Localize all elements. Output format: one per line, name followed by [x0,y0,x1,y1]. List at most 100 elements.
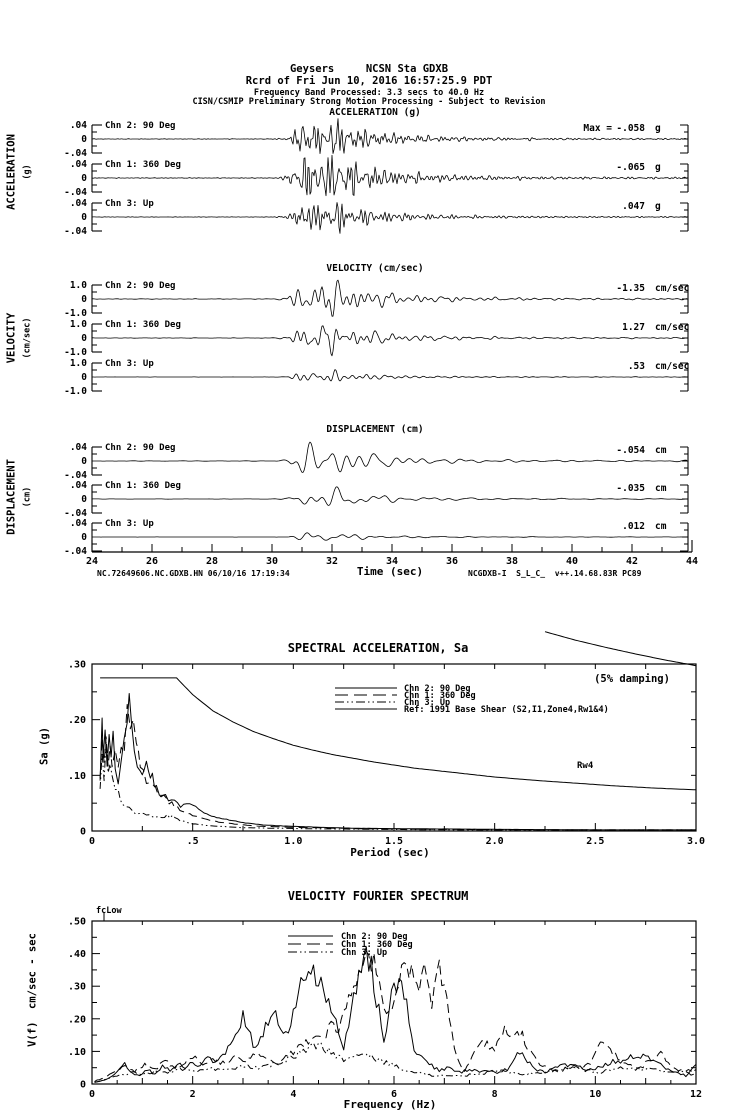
max-unit: g [655,123,661,134]
legend-label: Chn 2: 90 Deg [341,932,408,942]
scale-tick-label: -1.0 [64,347,87,358]
scale-tick-label: -1.0 [64,386,87,397]
scale-tick-label: 0 [81,494,87,505]
displacement-panel: .04 0 -.04 Chn 2: 90 Deg -.054 cm .04 0 -.04 Chn … [64,441,689,557]
channel-label: Chn 3: Up [105,359,154,369]
acceleration-axis-label: ACCELERATION [5,134,18,210]
max-value: -.058 [616,123,645,134]
time-tick-label: 24 [86,556,98,567]
acceleration-axis-unit: (g) [22,164,33,180]
trace-chn-1-360-deg [91,154,688,197]
scale-tick-label: -.04 [64,508,87,519]
max-unit: cm/sec [655,283,689,294]
fourier-ytick-label: 0 [80,1080,86,1091]
scale-tick-label: .04 [70,480,87,491]
time-tick-label: 44 [686,556,698,567]
trace-chn-1-360-deg [92,325,687,357]
channel-label: Chn 1: 360 Deg [105,320,181,330]
trace-chn-1-360-deg [91,486,687,506]
scale-tick-label: -.04 [64,546,87,557]
sa-xtick-label: 2.0 [486,836,504,847]
max-value: -.035 [616,483,645,494]
scale-tick-label: -.04 [64,470,87,481]
processing-note: CISN/CSMIP Preliminary Strong Motion Pro… [192,96,546,107]
max-unit: g [655,162,661,173]
scale-tick-label: .04 [70,198,87,209]
fourier-curve-chn-2-90-deg [94,946,697,1083]
time-tick-label: 36 [446,556,458,567]
record-timestamp: Rcrd of Fri Jun 10, 2016 16:57:25.9 PDT [245,75,493,87]
max-value: -.054 [616,445,645,456]
channel-label: Chn 1: 360 Deg [105,481,181,491]
scale-tick-label: .04 [70,120,87,131]
trace-chn-2-90-deg [91,118,688,154]
trace-chn-2-90-deg [92,279,687,317]
fourier-ytick-label: .20 [68,1014,86,1025]
trace-chn-3-up [92,532,688,541]
max-prefix-label: Max = [583,123,612,134]
scale-tick-label: 0 [81,134,87,145]
sa-xtick-label: 3.0 [687,836,705,847]
trace-group-chn-3-up: .04 0 -.04 Chn 3: Up .012 cm [64,518,689,557]
scale-tick-label: -.04 [64,148,87,159]
sa-xtick-label: 2.5 [586,836,604,847]
legend-label: Chn 1: 360 Deg [404,691,476,701]
velocity-axis-unit: (cm/sec) [22,317,33,359]
time-tick-label: 34 [386,556,398,567]
scale-tick-label: 1.0 [70,358,87,369]
sa-axis-label: Sa (g) [38,727,51,765]
scale-tick-label: -.04 [64,226,87,237]
time-tick-label: 30 [266,556,278,567]
scale-tick-label: -.04 [64,187,87,198]
max-value: -1.35 [616,283,645,294]
acceleration-panel-title: ACCELERATION (g) [329,107,421,118]
scale-tick-label: -1.0 [64,308,87,319]
legend-label: Ref: 1991 Base Shear (S2,I1,Zone4,Rw1&4) [404,705,609,715]
trace-group-chn-2-90-deg: 1.0 0 -1.0 Chn 2: 90 Deg -1.35 cm/sec [64,279,689,319]
channel-label: Chn 2: 90 Deg [105,443,175,453]
max-value: -.065 [616,162,645,173]
trace-group-chn-2-90-deg: .04 0 -.04 Chn 2: 90 Deg Max = -.058 g [64,118,689,159]
velocity-panel-title: VELOCITY (cm/sec) [326,263,424,274]
fourier-xtick-label: 4 [290,1089,296,1100]
fclow-marker-label: fcLow [96,906,122,916]
max-unit: g [655,201,661,212]
trace-group-chn-1-360-deg: 1.0 0 -1.0 Chn 1: 360 Deg 1.27 cm/sec [64,319,689,358]
sa-xtick-label: 0 [89,836,95,847]
scale-tick-label: 0 [81,294,87,305]
time-tick-label: 28 [206,556,218,567]
acceleration-panel: .04 0 -.04 Chn 2: 90 Deg Max = -.058 g .04 0 -.0… [64,118,689,237]
max-unit: cm [655,483,667,494]
legend-label: Chn 1: 360 Deg [341,940,413,950]
frequency-axis-label: Frequency (Hz) [343,1098,437,1111]
fourier-curve-chn-3-up [94,1042,697,1083]
sa-curve-chn-3-up [99,741,696,831]
time-tick-label: 32 [326,556,338,567]
sa-xtick-label: .5 [187,836,199,847]
fourier-spectrum-title: VELOCITY FOURIER SPECTRUM [287,889,469,903]
channel-label: Chn 3: Up [105,199,154,209]
sa-ytick-label: .20 [68,715,86,726]
fourier-xtick-label: 0 [89,1089,95,1100]
fourier-xtick-label: 10 [589,1089,601,1100]
damping-annotation: (5% damping) [594,673,670,685]
fourier-ytick-label: .40 [68,949,86,960]
scale-tick-label: .04 [70,518,87,529]
max-value: 1.27 [622,322,645,333]
period-axis-label: Period (sec) [350,846,430,859]
spectral-acceleration-figure: .30 .20 .10 00 .5 1.0 1.5 2.0 2.5 3.0 Chn 2: 90 De… [68,631,705,847]
channel-label: Chn 1: 360 Deg [105,160,181,170]
time-tick-label: 38 [506,556,518,567]
trace-group-chn-3-up: 1.0 0 -1.0 Chn 3: Up .53 cm/sec [64,358,689,397]
scale-tick-label: .04 [70,159,87,170]
rw4-curve-label: Rw4 [577,761,594,771]
velocity-axis-label: VELOCITY [5,312,18,364]
max-value: .047 [622,201,645,212]
sa-curve-ref-rw4 [100,677,697,791]
frequency-band-note: Frequency Band Processed: 3.3 secs to 40… [253,87,485,98]
fourier-xtick-label: 2 [190,1089,196,1100]
time-tick-label: 42 [626,556,638,567]
trace-group-chn-3-up: .04 0 -.04 Chn 3: Up .047 g [64,198,689,237]
